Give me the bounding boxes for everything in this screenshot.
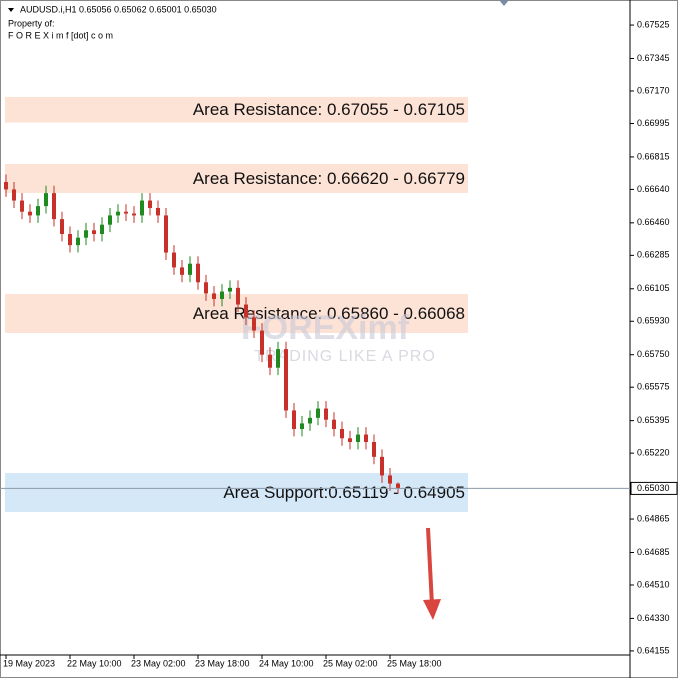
candle-body [308,417,312,424]
y-tick-label: 0.67345 [637,53,670,63]
zone-label: Area Resistance: 0.65860 - 0.66068 [193,304,465,323]
candle-body [324,408,328,420]
zone-box [5,96,468,123]
y-tick-label: 0.64865 [637,513,670,523]
x-tick-label: 25 May 02:00 [323,658,378,668]
candle-body [92,230,96,234]
y-tick-label: 0.66105 [637,283,670,293]
candle-body [4,181,8,190]
candle-body [260,330,264,355]
candle-body [300,423,304,429]
zone-label: Area Resistance: 0.67055 - 0.67105 [193,100,465,119]
candle-body [84,230,88,238]
candle-body [156,207,160,216]
current-price-label: 0.65030 [637,483,670,493]
candle-body [204,282,208,294]
candle-body [228,287,232,292]
candle-body [132,213,136,216]
candle-body [268,354,272,368]
candle-body [44,193,48,207]
y-tick-label: 0.66995 [637,118,670,128]
candle-body [220,291,224,299]
y-tick-label: 0.65750 [637,349,670,359]
zone-label: Area Resistance: 0.66620 - 0.66779 [193,169,465,188]
candle-body [252,317,256,331]
x-tick-label: 19 May 2023 [3,658,55,668]
candle-body [236,287,240,305]
y-tick-label: 0.66640 [637,184,670,194]
candle-body [180,267,184,275]
y-tick-label: 0.66285 [637,250,670,260]
candle-body [316,408,320,418]
shift-marker [499,0,509,6]
candle-body [148,200,152,208]
candle-body [28,211,32,216]
candle-body [188,263,192,275]
y-tick-label: 0.65930 [637,316,670,326]
arrow [423,527,441,620]
candle-body [284,349,288,411]
candle-body [76,237,80,246]
candle-body [348,438,352,442]
candle-body [380,456,384,476]
candle-body [124,211,128,214]
candle-body [396,483,400,489]
y-tick-label: 0.64685 [637,547,670,557]
candle-body [164,215,168,253]
candle-body [364,434,368,442]
x-tick-label: 23 May 18:00 [195,658,250,668]
candle-body [340,428,344,439]
candle-body [100,224,104,234]
candle-body [108,215,112,225]
watermark-slogan: TRADING LIKE A PRO [254,348,436,365]
x-tick-label: 23 May 02:00 [131,658,186,668]
candle-body [116,211,120,216]
zone-label: Area Support:0.65119 - 0.64905 [223,483,465,502]
candle-body [292,410,296,429]
y-tick-label: 0.66815 [637,151,670,161]
candle-body [276,349,280,368]
site-line: F O R E X i m f [dot] c o m [8,30,113,40]
candle-body [332,419,336,429]
candle-body [372,441,376,457]
watermark-logo: FOREXimf [241,309,410,347]
y-tick-label: 0.64155 [637,645,670,655]
candle-body [68,233,72,246]
y-tick-label: 0.64510 [637,579,670,589]
symbol-header: AUDUSD.i,H1 0.65056 0.65062 0.65001 0.65… [20,4,217,14]
y-tick-label: 0.65575 [637,382,670,392]
candle-body [140,200,144,216]
x-tick-label: 24 May 10:00 [259,658,314,668]
candle-body [212,293,216,299]
y-tick-label: 0.65395 [637,415,670,425]
y-tick-label: 0.65220 [637,448,670,458]
candle-body [172,252,176,268]
current-price-box [630,481,678,495]
y-tick-label: 0.67525 [637,19,670,29]
candle-body [60,219,64,234]
candle-body [196,263,200,283]
candle-body [12,189,16,201]
y-tick-label: 0.64330 [637,613,670,623]
candle-body [52,193,56,220]
x-tick-label: 22 May 10:00 [67,658,122,668]
candle-body [36,206,40,216]
x-tick-label: 25 May 18:00 [387,658,442,668]
property-line: Property of: [8,18,55,28]
candle-body [244,304,248,318]
header-marker [8,8,14,12]
candle-body [356,434,360,442]
zone-box [5,163,468,193]
y-tick-label: 0.67170 [637,85,670,95]
candle-body [388,475,392,484]
candle-body [20,200,24,212]
y-tick-label: 0.66460 [637,217,670,227]
